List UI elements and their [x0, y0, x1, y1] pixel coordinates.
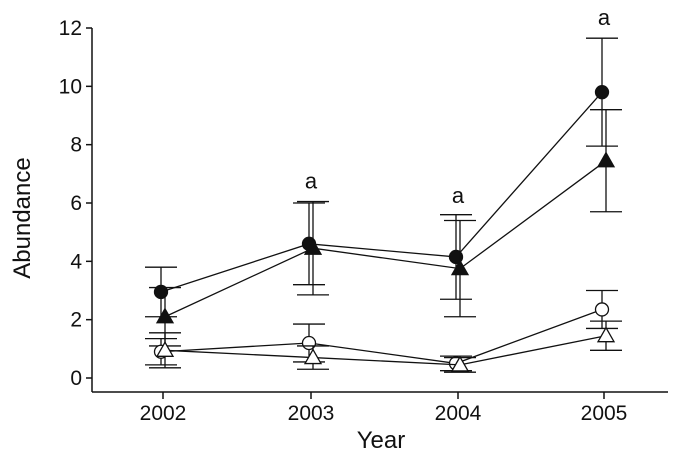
significance-label: a: [452, 183, 465, 208]
x-tick-label: 2002: [140, 402, 187, 425]
series-line: [160, 91, 603, 293]
x-axis-title: Year: [357, 427, 406, 454]
series-line: [164, 160, 607, 318]
significance-label: a: [305, 168, 318, 193]
data-point: [153, 284, 169, 300]
data-point: [155, 307, 175, 324]
axes: [91, 28, 668, 393]
y-axis-title: Abundance: [9, 157, 36, 278]
y-tick-label: 4: [70, 250, 82, 273]
series-filled-circle: [145, 37, 618, 318]
data-point: [594, 85, 610, 100]
data-point: [448, 249, 464, 265]
x-tick-label: 2004: [435, 402, 482, 425]
y-tick-label: 6: [70, 192, 82, 215]
x-tick-label: 2005: [581, 402, 628, 425]
series-layer: [145, 37, 622, 373]
x-tick-label: 2003: [288, 402, 335, 425]
series-open-triangle: [149, 320, 622, 373]
data-point: [450, 355, 470, 372]
y-ticks: 0 2 4 6 8 10 12: [59, 17, 92, 390]
significance-label: a: [598, 5, 611, 30]
data-point: [450, 259, 470, 276]
series-open-circle: [145, 289, 618, 372]
data-point: [596, 326, 616, 343]
y-tick-label: 12: [59, 17, 82, 40]
data-point: [303, 348, 323, 365]
series-line: [160, 308, 603, 365]
series-filled-triangle: [149, 109, 622, 347]
y-tick-label: 10: [59, 75, 82, 98]
data-point: [596, 151, 616, 168]
series-line: [164, 335, 607, 366]
data-point: [155, 340, 175, 357]
x-ticks: 2002 2003 2004 2005: [140, 392, 628, 425]
annotations: a a a: [305, 5, 611, 208]
data-point: [303, 238, 323, 255]
y-tick-label: 0: [70, 367, 82, 390]
y-tick-label: 2: [70, 309, 82, 332]
y-tick-label: 8: [70, 134, 82, 157]
data-point: [594, 302, 610, 317]
